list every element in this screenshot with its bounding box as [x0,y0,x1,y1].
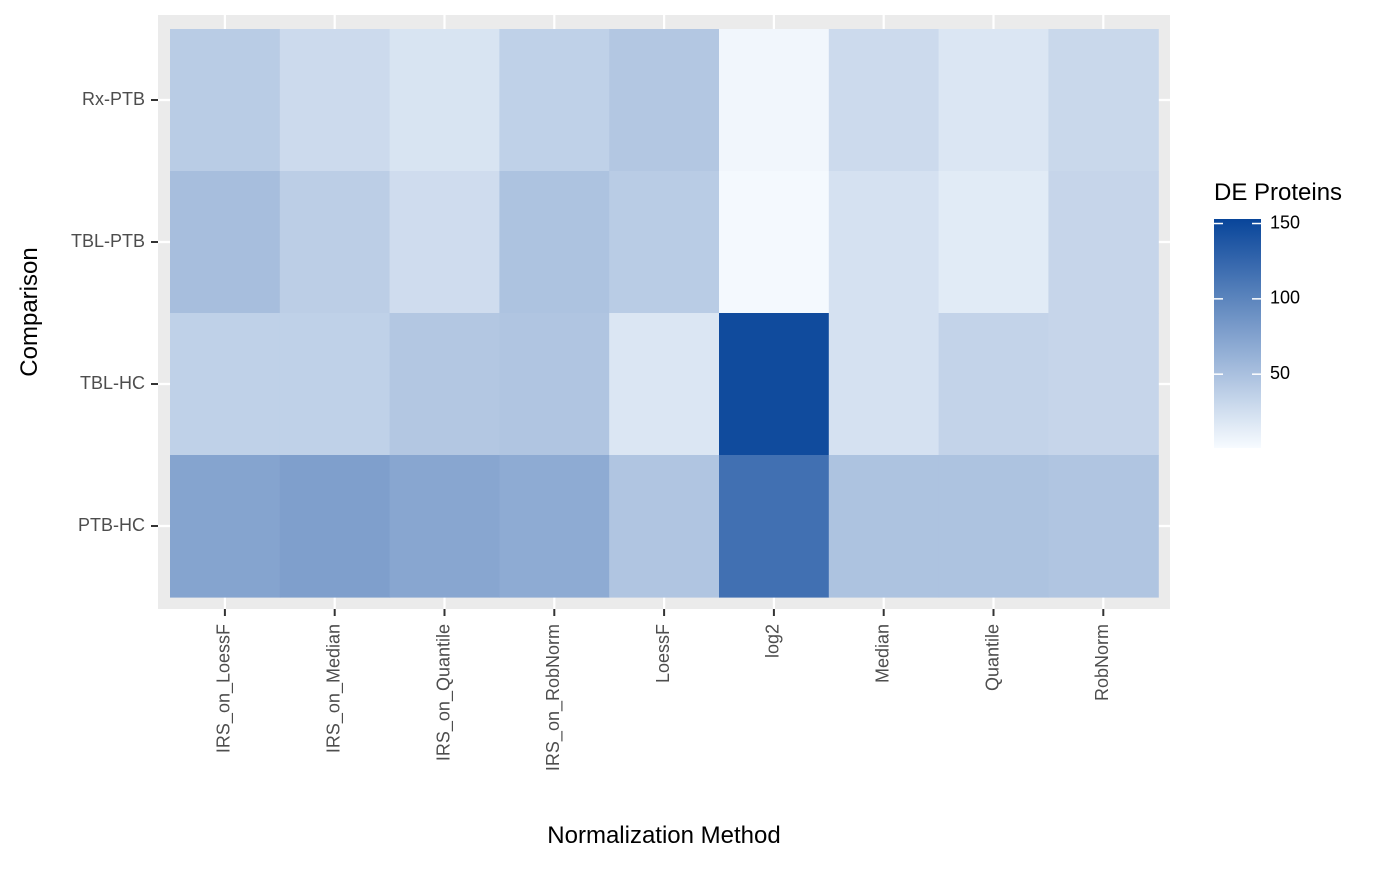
y-tick-label: PTB-HC [78,515,145,535]
heatmap-tile [719,29,830,172]
heatmap-tile [279,171,391,314]
x-tick-label: Quantile [982,624,1002,691]
heatmap-tile [1048,171,1159,314]
legend: DE Proteins 50 100 150 [1214,179,1342,448]
heatmap-tile [938,455,1049,598]
y-axis-title: Comparison [16,247,43,376]
x-tick-label: IRS_on_Quantile [433,624,454,761]
heatmap-tile [609,313,720,456]
legend-tick-label: 150 [1270,212,1300,232]
heatmap-tile [170,313,281,456]
heatmap-tile [938,29,1049,172]
y-tick-label: TBL-HC [80,373,145,393]
legend-colorbar [1214,219,1261,448]
legend-tick-label: 50 [1270,363,1290,383]
heatmap-tile [170,455,281,598]
heatmap-tile [609,171,720,314]
heatmap-tile [1048,29,1159,172]
x-axis-title: Normalization Method [547,822,780,849]
heatmap-tiles [170,29,1159,598]
heatmap-tile [499,313,610,456]
heatmap-tile [499,455,610,598]
legend-title: DE Proteins [1214,179,1342,206]
heatmap-tile [1048,455,1159,598]
heatmap-tile [389,313,500,456]
heatmap-tile [279,455,391,598]
heatmap-tile [609,29,720,172]
heatmap-tile [719,455,830,598]
heatmap-tile [828,171,940,314]
x-tick-label: RobNorm [1092,624,1112,701]
y-axis: Rx-PTB TBL-PTB TBL-HC PTB-HC [71,89,158,535]
x-axis: IRS_on_LoessF IRS_on_Median IRS_on_Quantil… [214,609,1112,771]
heatmap-tile [828,313,940,456]
x-tick-label: LoessF [653,624,673,683]
heatmap-tile [170,171,281,314]
heatmap-tile [389,455,500,598]
y-tick-label: Rx-PTB [82,89,145,109]
heatmap-tile [279,313,391,456]
legend-tick-label: 100 [1270,288,1300,308]
heatmap-tile [609,455,720,598]
heatmap-tile [1048,313,1159,456]
heatmap-tile [828,29,940,172]
heatmap-tile [389,29,500,172]
heatmap-tile [389,171,500,314]
heatmap-tile [938,313,1049,456]
x-tick-label: IRS_on_RobNorm [543,624,564,771]
heatmap-tile [938,171,1049,314]
x-tick-label: IRS_on_Median [323,624,344,753]
legend-ticks: 50 100 150 [1214,212,1300,383]
x-tick-label: Median [872,624,892,683]
x-tick-label: IRS_on_LoessF [214,624,235,753]
heatmap-tile [499,29,610,172]
heatmap-tile [170,29,281,172]
y-tick-label: TBL-PTB [71,231,145,251]
heatmap-tile [828,455,940,598]
heatmap-tile [499,171,610,314]
x-tick-label: log2 [763,624,783,658]
heatmap-tile [279,29,391,172]
heatmap-tile [719,313,830,456]
heatmap-tile [719,171,830,314]
